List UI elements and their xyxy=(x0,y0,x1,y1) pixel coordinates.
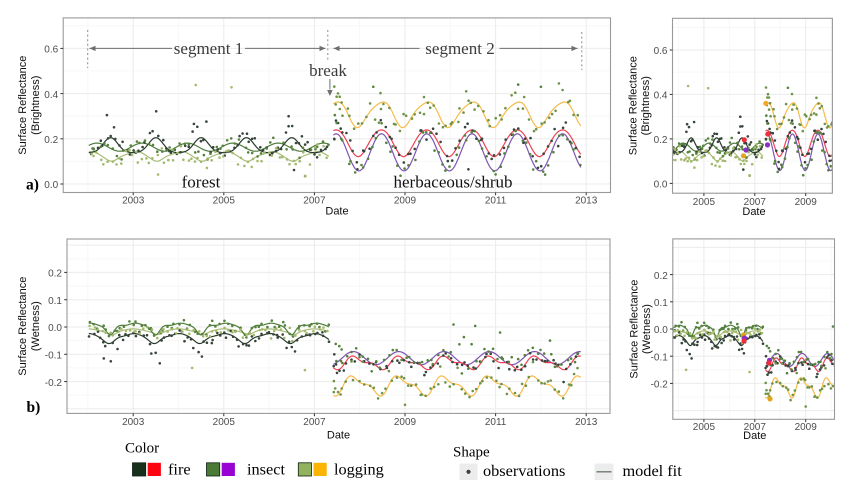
svg-text:logging: logging xyxy=(334,460,384,479)
svg-text:2013: 2013 xyxy=(575,417,598,428)
svg-text:forest: forest xyxy=(182,173,221,192)
svg-text:Date: Date xyxy=(325,206,348,218)
svg-text:a): a) xyxy=(26,177,39,194)
svg-text:2003: 2003 xyxy=(122,195,145,206)
svg-text:Date: Date xyxy=(327,430,350,442)
svg-text:0.6: 0.6 xyxy=(44,45,58,56)
svg-text:insect: insect xyxy=(247,460,285,479)
svg-text:2007: 2007 xyxy=(303,417,326,428)
svg-text:0.6: 0.6 xyxy=(654,46,668,57)
svg-text:0.1: 0.1 xyxy=(654,298,668,309)
svg-text:segment 2: segment 2 xyxy=(425,39,494,58)
svg-text:0.0: 0.0 xyxy=(654,325,668,336)
svg-text:2007: 2007 xyxy=(303,195,326,206)
svg-text:2005: 2005 xyxy=(213,417,236,428)
svg-text:2011: 2011 xyxy=(485,417,507,428)
svg-text:(Wetness): (Wetness) xyxy=(30,301,42,351)
svg-text:Date: Date xyxy=(743,430,766,442)
svg-text:Surface Reflectance: Surface Reflectance xyxy=(629,280,641,379)
svg-text:-0.2: -0.2 xyxy=(45,378,63,389)
svg-text:Surface Reflectance: Surface Reflectance xyxy=(17,56,29,155)
svg-text:0.2: 0.2 xyxy=(654,271,668,282)
svg-text:-0.1: -0.1 xyxy=(651,352,669,363)
svg-text:(Brightness): (Brightness) xyxy=(640,76,652,135)
svg-text:2009: 2009 xyxy=(795,422,818,433)
svg-text:0.2: 0.2 xyxy=(654,135,668,146)
svg-text:0.0: 0.0 xyxy=(48,323,62,334)
svg-text:0.1: 0.1 xyxy=(48,296,62,307)
svg-text:break: break xyxy=(309,61,347,80)
svg-text:observations: observations xyxy=(483,461,565,480)
svg-text:2005: 2005 xyxy=(693,422,716,433)
svg-text:segment 1: segment 1 xyxy=(174,39,243,58)
svg-text:0.2: 0.2 xyxy=(44,135,58,146)
svg-text:2009: 2009 xyxy=(795,197,818,208)
svg-text:-0.2: -0.2 xyxy=(651,380,669,391)
svg-text:(Wetness): (Wetness) xyxy=(641,304,653,354)
svg-text:(Brightness): (Brightness) xyxy=(30,76,42,135)
svg-text:0.4: 0.4 xyxy=(654,91,668,102)
svg-text:Color: Color xyxy=(125,441,159,457)
svg-text:0.0: 0.0 xyxy=(654,180,668,191)
svg-text:0.0: 0.0 xyxy=(44,180,58,191)
svg-text:model fit: model fit xyxy=(623,461,683,480)
svg-text:2005: 2005 xyxy=(213,195,236,206)
svg-text:Surface Reflectance: Surface Reflectance xyxy=(628,56,640,155)
svg-text:0.2: 0.2 xyxy=(48,269,62,280)
svg-text:2003: 2003 xyxy=(122,417,145,428)
svg-text:herbaceous/shrub: herbaceous/shrub xyxy=(394,173,513,192)
svg-text:2009: 2009 xyxy=(394,195,417,206)
svg-text:2011: 2011 xyxy=(485,195,507,206)
svg-text:Date: Date xyxy=(742,206,765,218)
svg-text:2013: 2013 xyxy=(575,195,598,206)
svg-text:2009: 2009 xyxy=(394,417,417,428)
svg-text:Surface Reflectance: Surface Reflectance xyxy=(17,277,29,376)
svg-text:b): b) xyxy=(27,399,41,416)
svg-text:fire: fire xyxy=(168,460,191,479)
svg-text:-0.1: -0.1 xyxy=(45,351,63,362)
svg-text:0.4: 0.4 xyxy=(44,90,58,101)
svg-text:2005: 2005 xyxy=(693,197,716,208)
svg-text:Shape: Shape xyxy=(453,445,490,461)
